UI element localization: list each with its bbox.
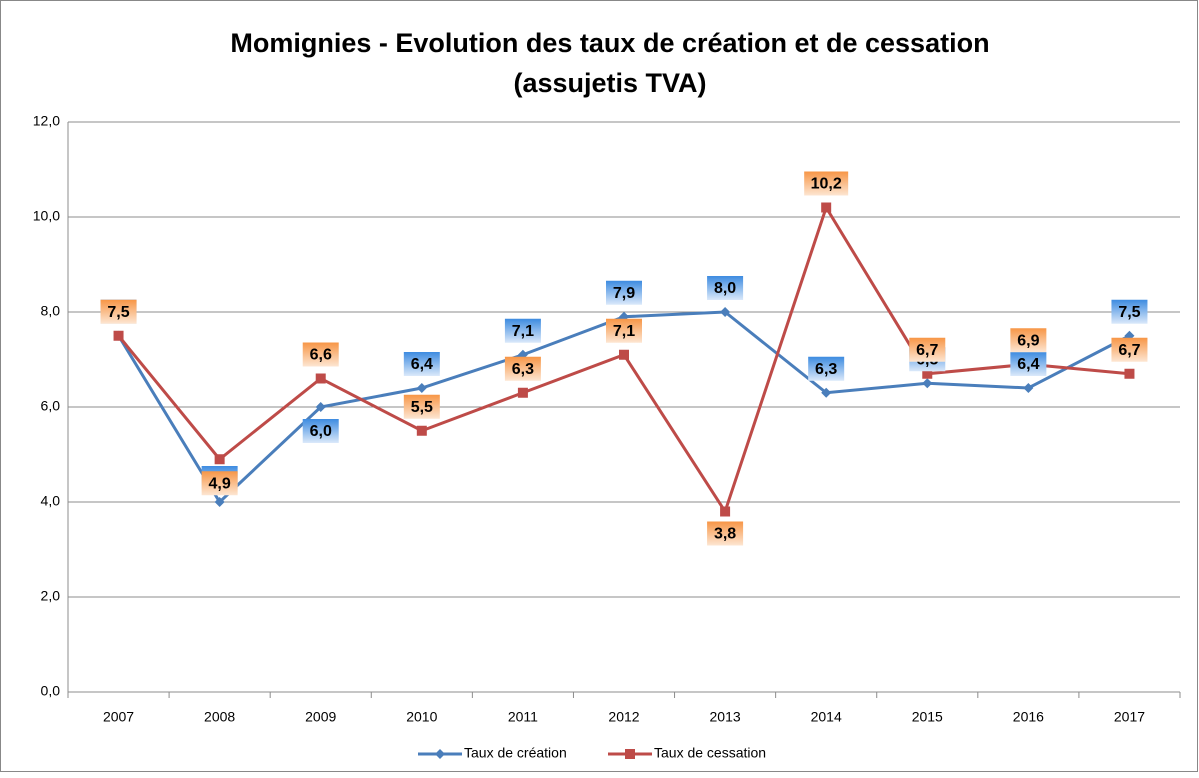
- marker: [720, 506, 731, 517]
- value-label: 7,9: [613, 285, 635, 302]
- y-tick-label: 6,0: [41, 398, 61, 414]
- x-tick-label: 2014: [811, 709, 842, 725]
- value-label-box: [1010, 352, 1047, 376]
- marker: [315, 402, 326, 412]
- value-label-box: [1111, 337, 1148, 362]
- y-tick-label: 8,0: [41, 303, 61, 319]
- value-label: 6,9: [1017, 332, 1039, 349]
- value-label-box: [1111, 299, 1148, 324]
- y-tick-label: 2,0: [41, 588, 61, 604]
- value-label-box: [909, 337, 946, 362]
- x-tick-label: 2015: [912, 709, 943, 725]
- value-label: 6,4: [1017, 356, 1039, 373]
- x-tick-label: 2013: [710, 709, 741, 725]
- value-label: 6,0: [310, 423, 332, 440]
- legend-label: Taux de création: [464, 745, 567, 761]
- value-label-box: [403, 394, 440, 419]
- marker: [113, 330, 124, 341]
- x-tick-label: 2007: [103, 709, 134, 725]
- marker: [517, 387, 528, 398]
- x-tick-label: 2017: [1114, 709, 1145, 725]
- legend-label: Taux de cessation: [654, 745, 766, 761]
- value-label: 10,2: [811, 176, 842, 193]
- y-tick-label: 10,0: [33, 208, 60, 224]
- legend-marker: [435, 749, 445, 759]
- value-label-box: [606, 318, 642, 343]
- legend-marker: [625, 749, 635, 759]
- marker: [214, 454, 225, 465]
- value-label-box: [804, 171, 849, 196]
- value-label-box: [403, 352, 440, 376]
- value-label-box: [707, 276, 744, 300]
- value-label-box: [100, 299, 137, 324]
- x-tick-label: 2009: [305, 709, 336, 725]
- value-label-box: [201, 471, 238, 496]
- marker: [821, 202, 832, 213]
- value-label: 6,7: [916, 342, 938, 359]
- marker: [315, 373, 326, 384]
- value-label-box: [302, 419, 339, 443]
- x-tick-label: 2016: [1013, 709, 1044, 725]
- x-tick-label: 2012: [608, 709, 639, 725]
- x-tick-label: 2008: [204, 709, 235, 725]
- marker: [821, 387, 832, 398]
- value-label-box: [504, 318, 541, 343]
- value-label-box: [1010, 328, 1047, 353]
- marker: [922, 378, 933, 389]
- value-label-box: [606, 280, 642, 305]
- value-label: 6,6: [310, 347, 332, 364]
- value-label: 6,3: [815, 361, 837, 378]
- value-label-box: [808, 356, 845, 381]
- value-label: 7,1: [512, 323, 534, 340]
- marker: [922, 368, 933, 379]
- value-label: 6,7: [1118, 342, 1140, 359]
- value-label: 6,3: [512, 361, 534, 378]
- marker: [416, 383, 427, 393]
- value-label: 7,5: [107, 304, 129, 321]
- chart-subtitle: (assujetis TVA): [513, 68, 706, 98]
- marker: [1023, 383, 1034, 393]
- x-tick-label: 2011: [508, 709, 538, 725]
- y-tick-label: 12,0: [33, 113, 60, 129]
- value-label: 5,5: [411, 399, 433, 416]
- value-label: 3,8: [714, 526, 736, 543]
- y-tick-label: 4,0: [41, 493, 61, 509]
- marker: [720, 307, 731, 317]
- y-tick-label: 0,0: [41, 683, 61, 699]
- marker: [416, 425, 427, 436]
- value-label-box: [302, 342, 339, 367]
- value-label-box: [707, 521, 744, 546]
- x-tick-label: 2010: [406, 709, 437, 725]
- value-label: 4,9: [209, 475, 231, 492]
- chart-title: Momignies - Evolution des taux de créati…: [230, 28, 989, 58]
- marker: [1124, 368, 1135, 379]
- marker: [214, 497, 225, 507]
- value-label: 7,5: [1118, 304, 1140, 321]
- value-label: 6,4: [411, 356, 433, 373]
- value-label: 7,1: [613, 323, 635, 340]
- marker: [619, 349, 629, 360]
- value-label: 8,0: [714, 280, 736, 297]
- value-label-box: [504, 356, 541, 381]
